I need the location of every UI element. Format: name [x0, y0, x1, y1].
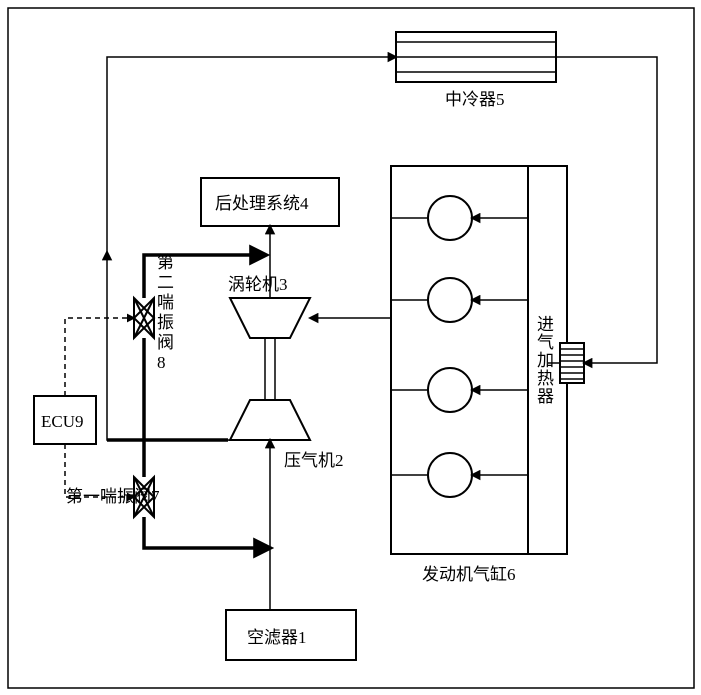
svg-text:进: 进: [537, 315, 554, 334]
turbine-label: 涡轮机3: [228, 275, 288, 294]
cylinder-1: [428, 196, 472, 240]
cylinder-4: [428, 453, 472, 497]
intercooler-label: 中冷器5: [445, 90, 505, 109]
air-filter: 空滤器1: [226, 610, 356, 660]
engine-schematic: 中冷器5 后处理系统4 涡轮机3 压气机2 空滤器1 ECU9 发动机气: [0, 0, 701, 695]
turbo: 涡轮机3 压气机2: [228, 275, 344, 470]
bold-tap-to-v7: [107, 440, 144, 477]
aftertreatment: 后处理系统4: [201, 178, 339, 226]
cylblock-label: 发动机气缸6: [422, 564, 516, 584]
cylinder-2: [428, 278, 472, 322]
frame: [8, 8, 694, 688]
pipe-comp-intercooler: [107, 57, 396, 440]
svg-text:器: 器: [537, 387, 554, 406]
ecu: ECU9: [34, 396, 96, 444]
valve-8: 第 二 喘 振 阀 8: [134, 253, 174, 372]
ecu-label: ECU9: [41, 412, 84, 431]
ecu-to-v8: [65, 318, 134, 396]
bold-v7-out: [144, 517, 270, 548]
cylinder-3: [428, 368, 472, 412]
svg-text:加: 加: [537, 351, 554, 370]
svg-text:热: 热: [537, 369, 554, 388]
svg-text:阀: 阀: [157, 333, 174, 352]
svg-text:二: 二: [157, 273, 174, 292]
svg-text:8: 8: [157, 353, 166, 372]
pipe-intercooler-heater: [556, 57, 657, 363]
svg-text:振: 振: [157, 313, 174, 332]
aftertreatment-label: 后处理系统4: [215, 194, 309, 213]
compressor-label: 压气机2: [284, 451, 344, 470]
airfilter-label: 空滤器1: [247, 628, 307, 647]
intercooler: 中冷器5: [396, 32, 556, 109]
svg-text:气: 气: [537, 333, 554, 352]
svg-text:喘: 喘: [157, 293, 174, 312]
